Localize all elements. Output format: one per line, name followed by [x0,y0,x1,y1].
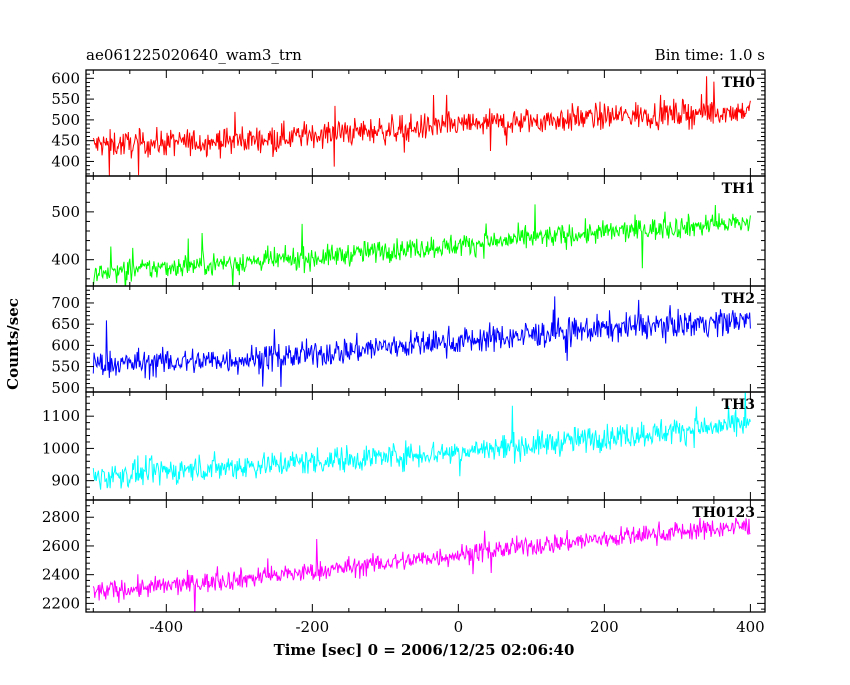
y-tick-label: 400 [51,152,80,170]
y-tick-label: 400 [51,251,80,269]
y-tick-label: 600 [51,336,80,354]
panel-frame [85,285,766,393]
x-axis-title: Time [sec] 0 = 2006/12/25 02:06:40 [274,641,575,659]
chart-title: ae061225020640_wam3_trn [86,46,302,64]
series-line-th3 [92,392,751,490]
y-axis-title: Counts/sec [4,298,22,390]
panel-th1: 400 500 TH1 [51,175,766,287]
panel-frame [85,391,766,501]
y-tick-label: 500 [51,111,80,129]
bin-time-label: Bin time: 1.0 s [655,46,765,64]
y-tick-label: 2800 [42,508,80,526]
series-line-th0123 [92,517,751,612]
y-tick-label: 550 [51,90,80,108]
panel-frame [85,499,766,613]
y-tick-label: 2200 [42,594,80,612]
x-tick-label: -200 [295,618,329,636]
panel-th2: 500 550 600 650 700 TH2 [51,285,766,397]
y-tick-label: 2600 [42,537,80,555]
y-tick-label: 650 [51,315,80,333]
panel-th0: 400 450 500 550 600 TH0 [51,69,766,177]
panel-th3: 900 1000 1100 TH3 [42,391,766,501]
y-tick-label: 1100 [42,407,80,425]
panel-tag-th1: TH1 [722,181,755,197]
y-tick-label: 1000 [42,439,80,457]
series-line-th1 [92,204,751,286]
x-tick-label: 400 [736,618,765,636]
panel-tag-th0123: TH0123 [692,505,755,521]
y-tick-label: 700 [51,294,80,312]
series-line-th0 [92,76,751,176]
y-tick-label: 500 [51,203,80,221]
x-tick-label: -400 [149,618,183,636]
y-tick-label: 500 [51,379,80,397]
panels-group: 400 450 500 550 600 TH0 400 500 TH1 500 550 600 650 7… [42,69,766,613]
x-tick-label: 200 [590,618,619,636]
y-tick-label: 600 [51,69,80,87]
y-tick-label: 2400 [42,566,80,584]
y-tick-label: 900 [51,472,80,490]
panel-th0123: 2200 2400 2600 2800 TH0123 [42,499,766,613]
panel-tag-th3: TH3 [722,397,755,413]
y-tick-label: 450 [51,132,80,150]
series-line-th2 [92,296,751,387]
panel-tag-th2: TH2 [722,291,755,307]
y-tick-label: 550 [51,358,80,376]
x-tick-label: 0 [454,618,464,636]
panel-tag-th0: TH0 [722,75,756,91]
x-axis: -400 -200 0 200 400 [149,618,764,636]
